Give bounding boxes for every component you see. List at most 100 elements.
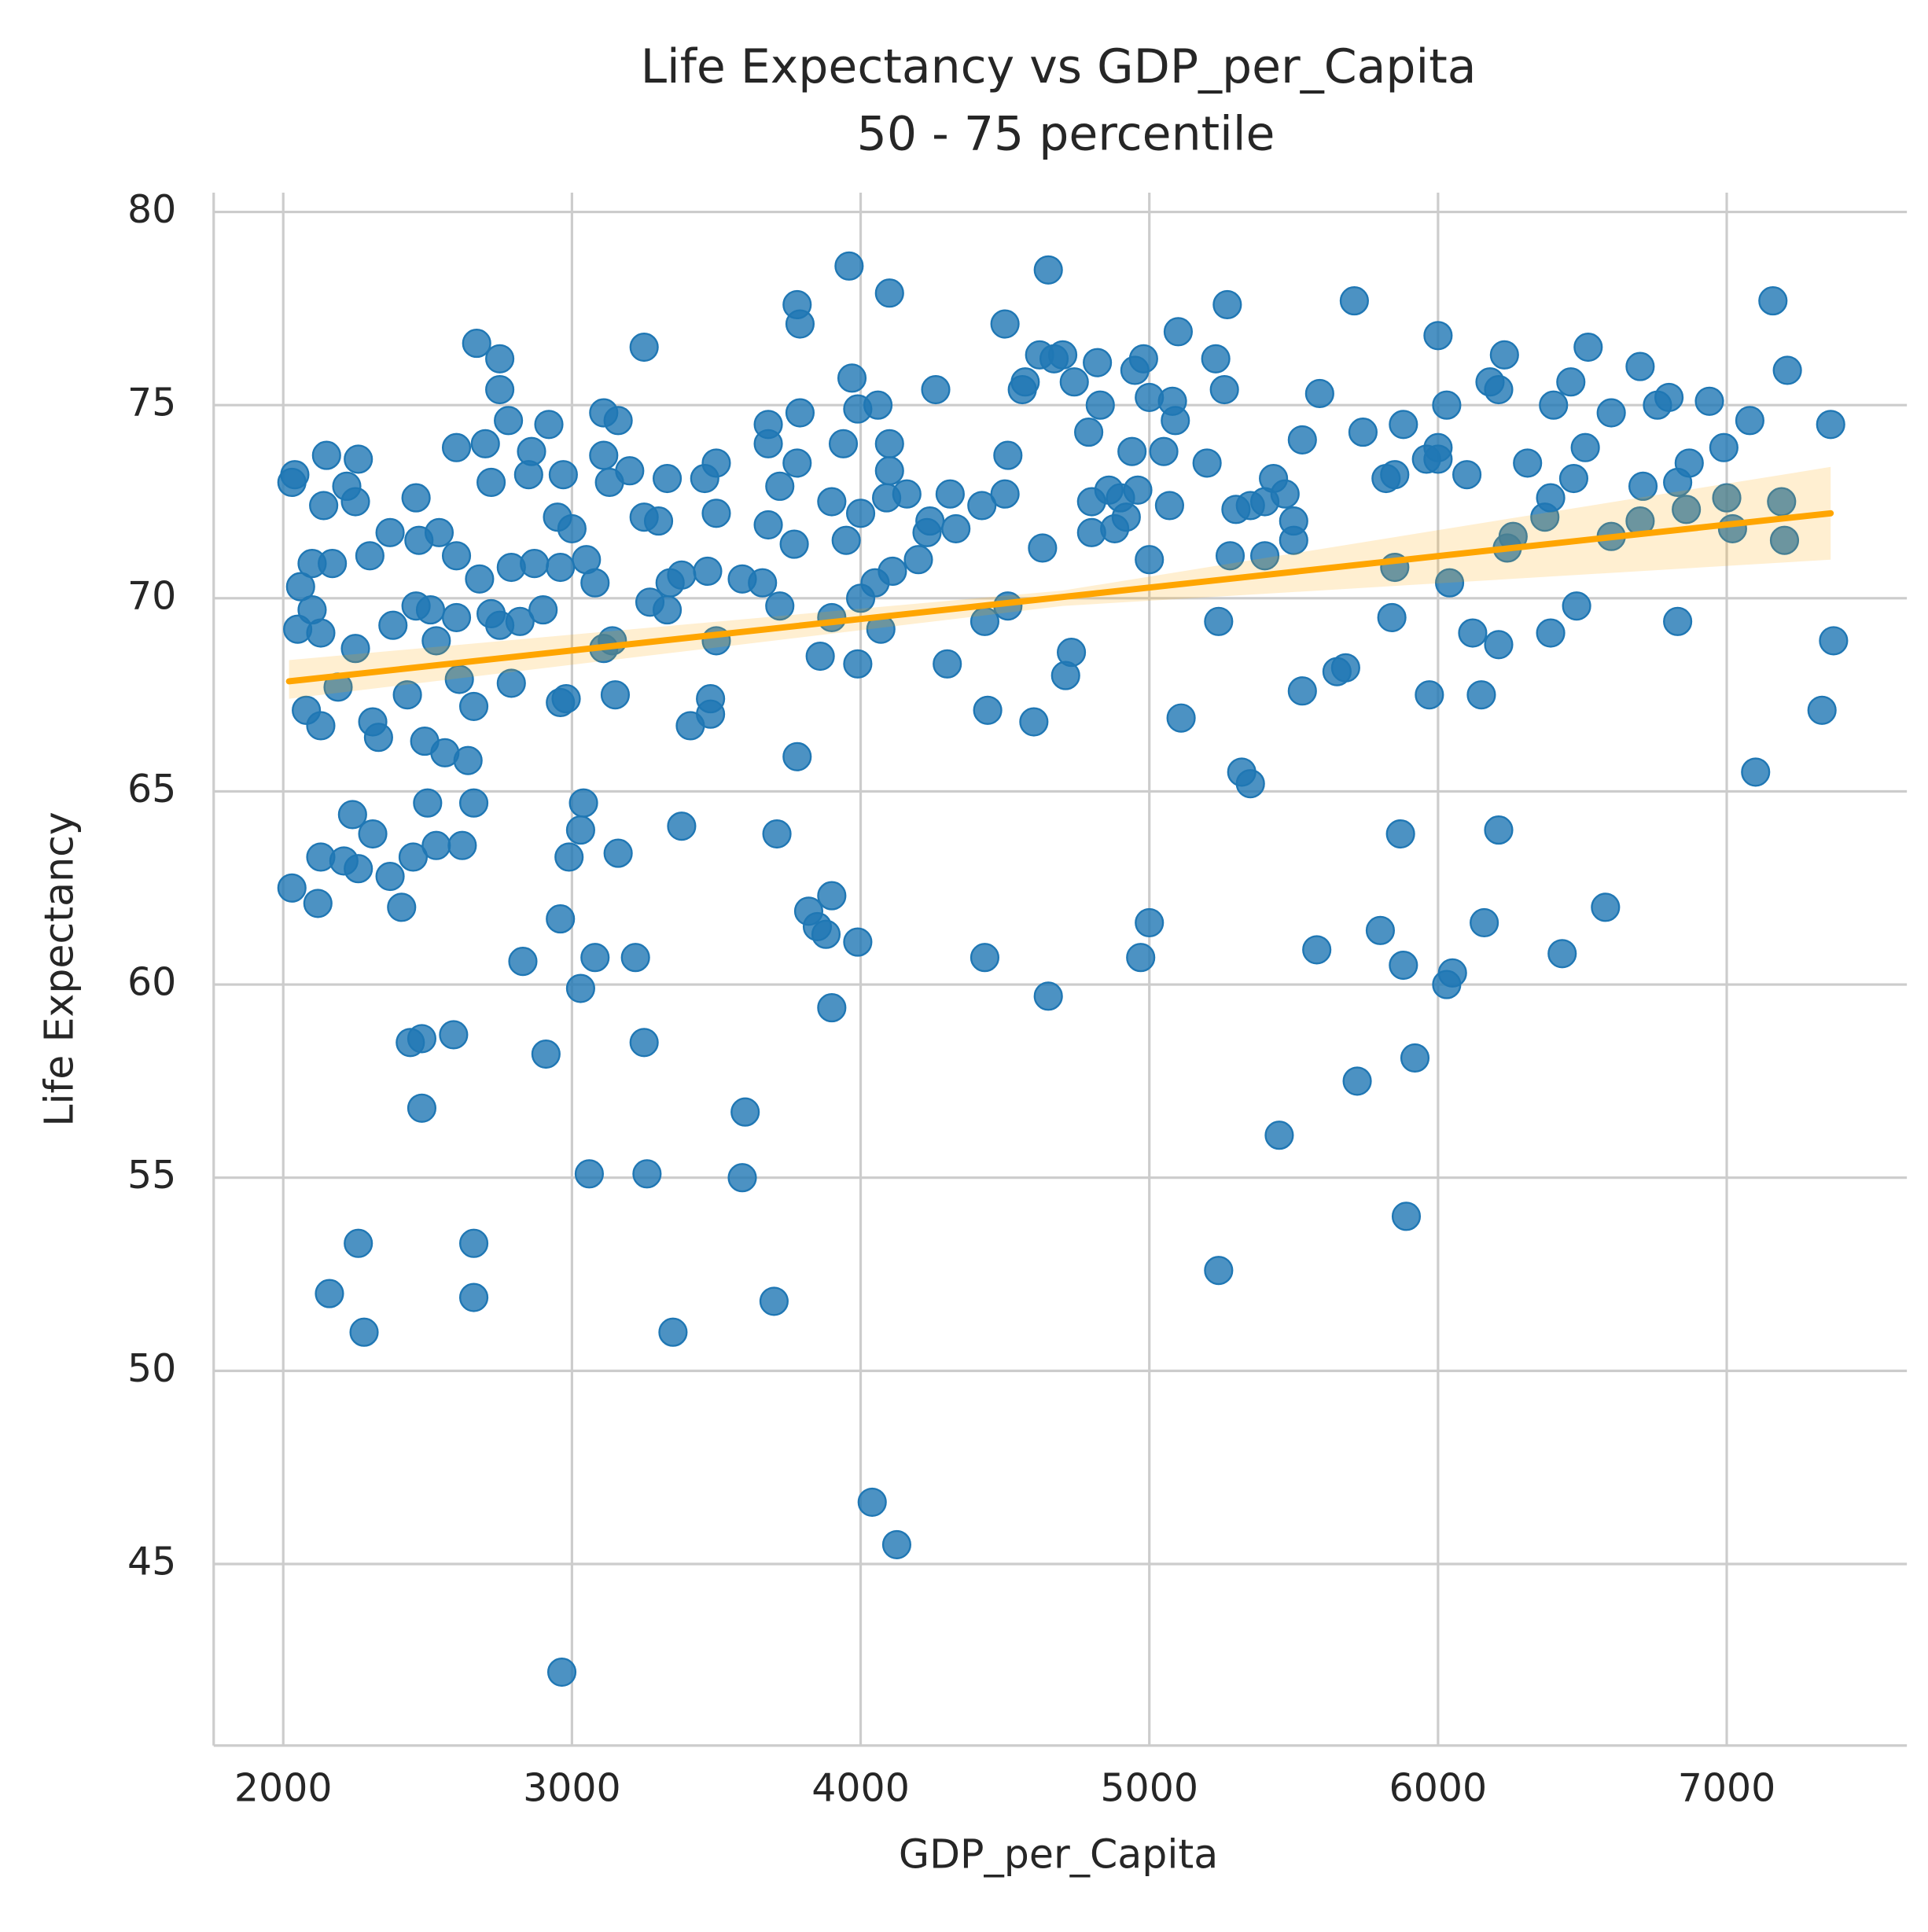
point [973, 695, 1003, 725]
point [508, 947, 538, 977]
point [632, 1159, 662, 1189]
point [941, 513, 971, 543]
point [635, 587, 665, 617]
point [1570, 432, 1600, 462]
point [589, 440, 619, 470]
point [1250, 541, 1280, 571]
point [1126, 943, 1156, 973]
y-tick-label: 70 [127, 573, 176, 618]
point [1085, 390, 1115, 420]
point [1741, 757, 1771, 787]
point [355, 541, 384, 571]
point [340, 634, 370, 664]
point [779, 529, 809, 559]
point [629, 1028, 659, 1058]
point [1123, 475, 1153, 505]
point [652, 463, 683, 494]
point [878, 556, 907, 587]
point [828, 429, 859, 458]
point [1161, 406, 1190, 436]
point [993, 440, 1023, 470]
point [1304, 378, 1334, 409]
point [441, 432, 472, 462]
point [629, 332, 659, 362]
point [1389, 950, 1418, 981]
point [817, 993, 847, 1023]
point [874, 429, 904, 458]
point [831, 525, 861, 555]
point [458, 1228, 489, 1258]
point [340, 487, 370, 517]
point [915, 506, 945, 536]
point [1807, 695, 1837, 725]
point [358, 707, 388, 737]
point [1019, 707, 1049, 737]
point [1415, 680, 1444, 710]
point [881, 1529, 912, 1559]
y-tick-label: 65 [127, 767, 176, 811]
point [1758, 286, 1788, 316]
point [817, 487, 847, 517]
point [1400, 1043, 1430, 1073]
point [1513, 448, 1543, 478]
point [392, 680, 422, 710]
point [358, 819, 388, 849]
point [1769, 525, 1800, 555]
point [1694, 386, 1724, 416]
point [1536, 618, 1566, 648]
point [485, 374, 515, 405]
point [1735, 406, 1764, 436]
point [311, 440, 341, 470]
point [1458, 618, 1488, 648]
point [565, 973, 595, 1003]
point [1279, 506, 1308, 536]
point [845, 583, 876, 613]
point [1033, 981, 1063, 1011]
point [1339, 286, 1369, 316]
point [782, 742, 812, 771]
point [1470, 907, 1499, 938]
point [315, 1279, 344, 1308]
point [1264, 1121, 1294, 1150]
point [580, 943, 610, 973]
plot-area [277, 251, 1849, 1687]
point [277, 873, 307, 903]
point [1556, 367, 1586, 397]
point [1452, 460, 1482, 490]
point [1385, 819, 1415, 849]
point [292, 695, 322, 725]
point [1672, 495, 1702, 524]
point [318, 549, 348, 579]
point [1484, 374, 1514, 405]
point [600, 680, 631, 710]
regression-line [285, 510, 1834, 685]
point [903, 545, 933, 575]
point [465, 564, 495, 594]
point [1057, 638, 1087, 668]
point [1391, 1202, 1422, 1231]
y-tick-label: 80 [127, 187, 176, 232]
point [696, 684, 726, 714]
point [857, 1487, 887, 1517]
point [701, 448, 731, 478]
point [375, 517, 405, 547]
point [546, 904, 576, 934]
point [285, 572, 315, 602]
point [565, 815, 595, 845]
point [727, 1163, 757, 1193]
point [762, 819, 792, 849]
point [1154, 491, 1184, 521]
point [1625, 351, 1655, 381]
y-tick-label: 75 [127, 381, 176, 425]
point [548, 460, 578, 490]
point [603, 406, 633, 436]
point [1536, 483, 1566, 513]
point [485, 344, 515, 374]
point [817, 881, 847, 911]
point [693, 556, 723, 587]
point [1654, 382, 1684, 412]
point [441, 602, 472, 632]
point [701, 499, 731, 528]
point [1423, 444, 1453, 474]
